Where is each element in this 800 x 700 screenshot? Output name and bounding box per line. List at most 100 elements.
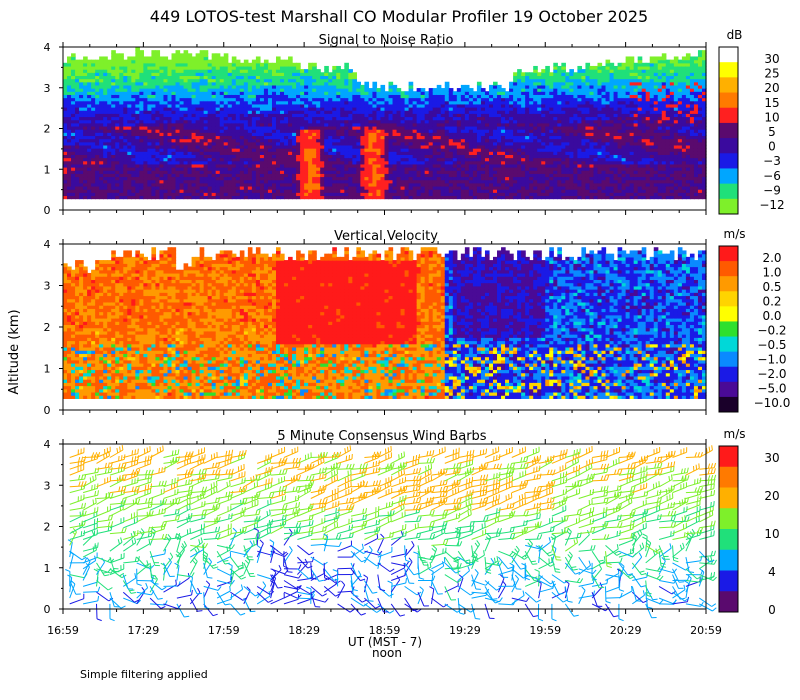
heatmap-cell [179, 75, 185, 80]
heatmap-cell [171, 56, 177, 61]
heatmap-cell [123, 141, 128, 146]
heatmap-cell [183, 176, 189, 181]
heatmap-cell [235, 179, 241, 184]
heatmap-cell [83, 103, 88, 108]
heatmap-cell [183, 154, 189, 159]
heatmap-cell [143, 91, 148, 95]
heatmap-cell [219, 119, 225, 124]
heatmap-cell [231, 122, 237, 127]
heatmap-cell [131, 182, 136, 187]
heatmap-cell [79, 116, 84, 121]
heatmap-cell [223, 182, 229, 187]
heatmap-cell [183, 84, 189, 89]
heatmap-cell [99, 122, 104, 127]
heatmap-cell [227, 132, 233, 137]
heatmap-cell [207, 62, 213, 67]
heatmap-cell [163, 65, 169, 70]
heatmap-cell [111, 103, 116, 108]
heatmap-cell [119, 88, 124, 92]
heatmap-cell [436, 84, 442, 89]
heatmap-cell [111, 163, 116, 168]
heatmap-cell [231, 141, 237, 146]
heatmap-cell [183, 53, 189, 58]
heatmap-cell [183, 151, 189, 155]
heatmap-cell [83, 167, 88, 171]
heatmap-cell [147, 135, 153, 140]
heatmap-cell [167, 88, 173, 92]
heatmap-cell [99, 192, 104, 197]
heatmap-cell [235, 116, 241, 121]
heatmap-cell [199, 97, 205, 102]
heatmap-cell [195, 195, 201, 200]
heatmap-cell [67, 88, 72, 92]
heatmap-cell [207, 59, 213, 64]
heatmap-cell [63, 81, 68, 86]
heatmap-cell [63, 189, 68, 193]
heatmap-cell [195, 163, 201, 168]
heatmap-cell [107, 62, 112, 67]
heatmap-cell [159, 119, 165, 124]
heatmap-cell [171, 81, 177, 86]
heatmap-cell [143, 195, 148, 200]
heatmap-cell [139, 65, 144, 70]
heatmap-cell [163, 195, 169, 200]
heatmap-cell [195, 88, 201, 92]
heatmap-cell [139, 110, 144, 114]
heatmap-cell [211, 185, 217, 190]
heatmap-cell [135, 62, 140, 67]
heatmap-cell [71, 176, 76, 181]
heatmap-cell [484, 91, 490, 95]
heatmap-cell [227, 138, 233, 143]
heatmap-cell [187, 103, 193, 108]
heatmap-cell [219, 138, 225, 143]
heatmap-cell [111, 170, 116, 174]
heatmap-cell [127, 154, 132, 159]
heatmap-cell [139, 113, 144, 118]
heatmap-cell [231, 56, 237, 61]
heatmap-cell [147, 179, 153, 184]
heatmap-cell [219, 170, 225, 174]
heatmap-cell [131, 113, 136, 118]
heatmap-cell [159, 144, 165, 149]
heatmap-cell [107, 157, 112, 162]
heatmap-cell [83, 173, 88, 178]
heatmap-cell [199, 170, 205, 174]
heatmap-cell [103, 144, 108, 149]
heatmap-cell [131, 75, 136, 80]
heatmap-cell [63, 144, 68, 149]
heatmap-cell [235, 91, 241, 95]
heatmap-cell [159, 170, 165, 174]
heatmap-cell [159, 135, 165, 140]
heatmap-cell [219, 160, 225, 165]
heatmap-cell [183, 107, 189, 111]
heatmap-cell [235, 97, 241, 102]
heatmap-cell [267, 62, 273, 67]
heatmap-cell [151, 160, 157, 165]
heatmap-cell [127, 100, 132, 105]
heatmap-cell [127, 62, 132, 67]
heatmap-cell [135, 182, 140, 187]
heatmap-cell [187, 135, 193, 140]
heatmap-cell [91, 91, 96, 95]
heatmap-cell [99, 94, 104, 99]
heatmap-cell [119, 94, 124, 99]
y-tick-label-0-3: 3 [44, 82, 51, 95]
heatmap-cell [111, 69, 116, 73]
heatmap-cell [103, 141, 108, 146]
heatmap-cell [131, 148, 136, 152]
heatmap-cell [103, 65, 108, 70]
heatmap-cell [83, 97, 88, 102]
heatmap-cell [135, 144, 140, 149]
heatmap-cell [95, 148, 100, 152]
heatmap-cell [75, 72, 80, 77]
heatmap-cell [195, 72, 201, 77]
heatmap-cell [223, 192, 229, 197]
heatmap-cell [63, 72, 68, 77]
heatmap-cell [83, 81, 88, 86]
heatmap-cell [63, 157, 68, 162]
heatmap-cell [131, 119, 136, 124]
heatmap-cell [191, 56, 197, 61]
heatmap-cell [63, 129, 68, 133]
heatmap-cell [211, 157, 217, 162]
heatmap-cell [187, 116, 193, 121]
